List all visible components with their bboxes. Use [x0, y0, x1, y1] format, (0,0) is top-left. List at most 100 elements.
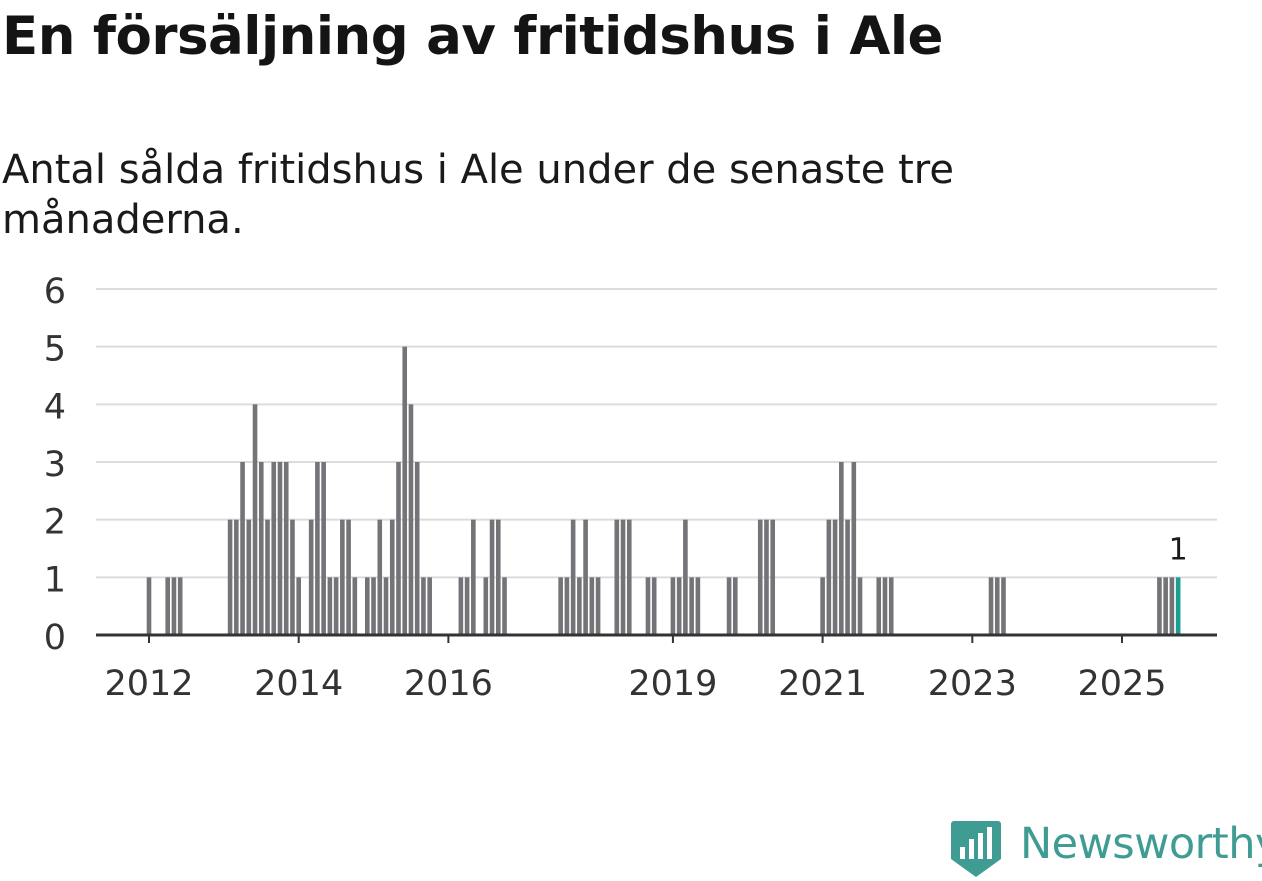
bar — [177, 577, 183, 635]
bar — [171, 577, 177, 635]
bar-highlight — [1175, 577, 1181, 635]
bar — [882, 577, 888, 635]
bar — [402, 346, 408, 635]
bar — [414, 462, 420, 635]
bar — [464, 577, 470, 635]
x-tick-label: 2014 — [254, 664, 343, 704]
bar — [327, 577, 333, 635]
bar — [340, 519, 345, 635]
x-tick-label: 2016 — [404, 664, 493, 704]
bar — [277, 462, 283, 635]
bar — [365, 577, 370, 635]
y-tick-label: 6 — [44, 272, 66, 312]
bar — [614, 519, 620, 635]
bar — [502, 577, 507, 635]
bar — [689, 577, 694, 635]
bar — [732, 577, 738, 635]
bar — [265, 519, 270, 635]
bar — [146, 577, 152, 635]
annotations: 1 — [1169, 532, 1188, 567]
bar — [589, 577, 595, 635]
bar — [495, 519, 501, 635]
bar — [283, 462, 289, 635]
bar — [876, 577, 882, 635]
bar — [839, 462, 844, 635]
bar — [377, 519, 383, 635]
bar — [820, 577, 825, 635]
bar — [421, 577, 426, 635]
bar — [826, 519, 832, 635]
bar — [427, 577, 432, 635]
bar — [296, 577, 301, 635]
bar — [252, 404, 258, 635]
bar — [757, 519, 763, 635]
bar — [240, 462, 245, 635]
x-axis-ticks: 2012 2014 2016 2019 2021 2023 2025 — [104, 635, 1167, 704]
bar — [321, 462, 326, 635]
bar — [564, 577, 570, 635]
y-tick-label: 0 — [44, 618, 66, 658]
bar — [396, 462, 401, 635]
y-tick-label: 4 — [44, 387, 66, 427]
x-tick-label: 2025 — [1077, 664, 1166, 704]
gridlines — [96, 288, 1217, 579]
bar — [770, 519, 776, 635]
y-tick-label: 3 — [44, 445, 66, 485]
y-tick-label: 5 — [44, 330, 66, 370]
bar — [408, 404, 414, 635]
x-tick-label: 2019 — [628, 664, 717, 704]
bar — [988, 577, 994, 635]
bar — [764, 519, 769, 635]
bar — [458, 577, 464, 635]
bar — [695, 577, 701, 635]
bar — [308, 519, 314, 635]
bar — [994, 577, 1000, 635]
x-tick-label: 2012 — [104, 664, 193, 704]
y-tick-label: 1 — [44, 560, 66, 600]
bar — [595, 577, 601, 635]
bar — [1001, 577, 1006, 635]
chart-title: En försäljning av fritidshus i Ale — [2, 6, 944, 67]
bar — [389, 519, 395, 635]
bar — [371, 577, 376, 635]
bar — [851, 462, 857, 635]
bar — [857, 577, 863, 635]
bar — [645, 577, 651, 635]
chart-subtitle: Antal sålda fritidshus i Ale under de se… — [2, 147, 954, 243]
bar — [315, 462, 320, 635]
bar — [1163, 577, 1168, 635]
y-axis-ticks: 0 1 2 3 4 5 6 — [44, 272, 66, 658]
bar — [258, 462, 264, 635]
bar — [676, 577, 682, 635]
bar — [620, 519, 626, 635]
bar — [845, 519, 850, 635]
bar — [290, 519, 295, 635]
bar — [577, 577, 582, 635]
bar — [683, 519, 688, 635]
newsworthy-logo: Newsworthy — [950, 819, 1262, 879]
bar — [670, 577, 676, 635]
bar — [651, 577, 657, 635]
bar — [471, 519, 476, 635]
bar — [570, 519, 576, 635]
bar — [333, 577, 339, 635]
bar — [1169, 577, 1175, 635]
bar — [489, 519, 495, 635]
bar — [1157, 577, 1162, 635]
bar — [227, 519, 233, 635]
x-tick-label: 2023 — [928, 664, 1017, 704]
bar — [234, 519, 239, 635]
bar — [583, 519, 588, 635]
bar — [726, 577, 732, 635]
bar — [271, 462, 277, 635]
bar — [165, 577, 171, 635]
bar — [346, 519, 351, 635]
bar — [558, 577, 563, 635]
bar — [888, 577, 894, 635]
logo-text: Newsworthy — [1020, 819, 1262, 869]
bar — [483, 577, 489, 635]
bar — [626, 519, 632, 635]
newsworthy-logo-icon — [951, 821, 1001, 877]
data-label: 1 — [1169, 532, 1188, 567]
